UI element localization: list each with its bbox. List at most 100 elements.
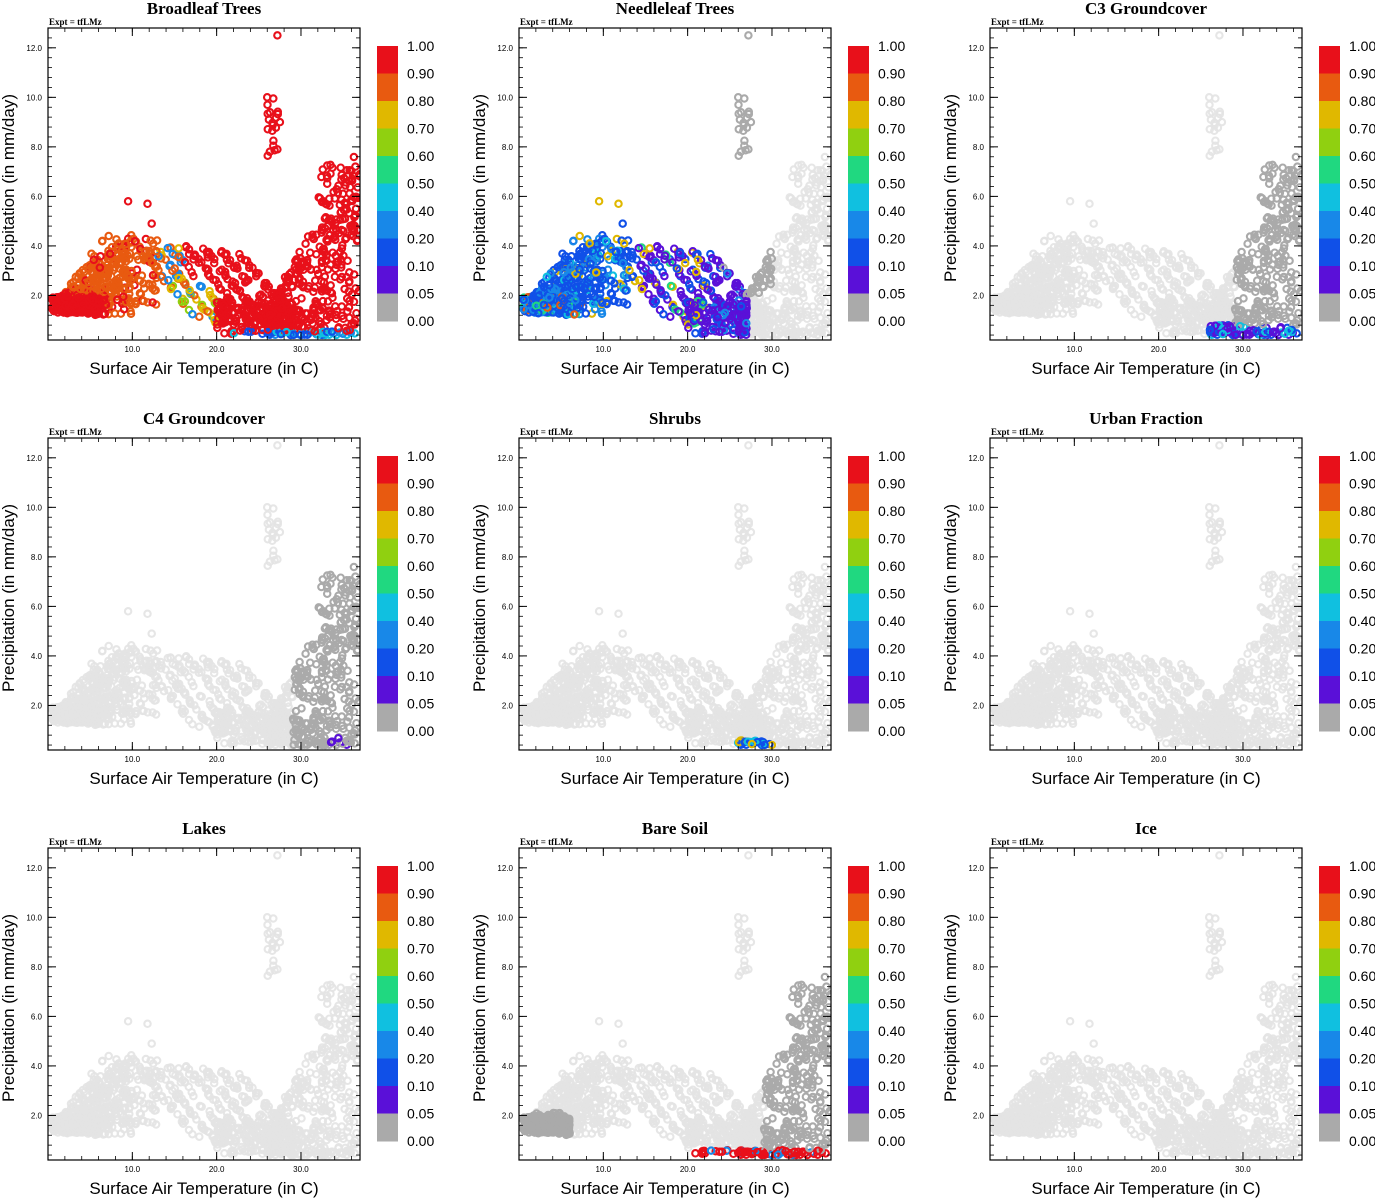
data-point — [601, 237, 611, 246]
data-point — [1130, 309, 1139, 319]
data-point — [346, 221, 356, 231]
data-point — [1280, 215, 1290, 224]
data-point — [1066, 284, 1076, 294]
data-point — [560, 255, 570, 265]
data-point — [1178, 306, 1188, 315]
data-point — [131, 299, 140, 308]
data-point — [576, 249, 586, 259]
data-point — [561, 304, 571, 314]
data-point — [1279, 244, 1289, 253]
data-point — [1038, 252, 1047, 261]
y-tick-label: 12.0 — [497, 44, 513, 53]
data-point — [339, 226, 348, 236]
data-point — [289, 330, 298, 340]
data-point — [1148, 290, 1157, 300]
data-point — [1278, 163, 1287, 172]
y-tick-label: 2.0 — [973, 291, 985, 300]
colorbar-swatch — [1319, 183, 1340, 212]
expt-label: Expt = tfLMz — [49, 17, 102, 27]
data-point — [1186, 327, 1195, 336]
data-point — [623, 246, 632, 256]
data-point — [351, 204, 360, 214]
data-point — [699, 277, 708, 286]
data-point — [181, 280, 190, 290]
colorbar-label: 1.00 — [407, 38, 434, 54]
data-point — [248, 263, 257, 272]
data-point — [1155, 323, 1164, 333]
data-point — [265, 302, 275, 311]
data-point — [1090, 239, 1100, 248]
data-point — [96, 252, 105, 261]
data-point — [1205, 100, 1214, 110]
data-point — [590, 292, 599, 302]
data-point — [1061, 292, 1070, 302]
data-point — [174, 273, 184, 283]
data-point — [1270, 293, 1279, 303]
data-point — [229, 262, 239, 271]
data-point — [1161, 301, 1171, 310]
data-point — [273, 31, 282, 40]
data-point — [318, 244, 328, 254]
data-point — [1296, 286, 1302, 296]
data-point — [619, 298, 628, 307]
colorbar-swatch — [848, 266, 869, 294]
data-point — [797, 169, 806, 178]
data-point — [692, 271, 701, 281]
data-point — [801, 302, 811, 311]
data-point — [534, 309, 543, 318]
data-point — [1278, 275, 1287, 284]
data-point — [1235, 321, 1245, 331]
panel-title: C4 Groundcover — [143, 409, 265, 428]
data-point — [1115, 290, 1124, 299]
data-point — [1206, 115, 1216, 124]
data-point — [337, 244, 347, 253]
y-tick-label: 6.0 — [31, 192, 43, 201]
data-point — [135, 276, 145, 285]
expt-label: Expt = tfLMz — [49, 427, 102, 437]
data-point — [1062, 268, 1072, 277]
data-point — [117, 246, 127, 256]
data-point — [1269, 327, 1279, 336]
data-point — [823, 236, 831, 246]
data-point — [772, 239, 781, 248]
data-point — [1016, 293, 1025, 302]
colorbar-swatch — [848, 73, 869, 102]
data-point — [1211, 136, 1220, 145]
data-point — [1131, 251, 1141, 261]
colorbar-swatch — [848, 46, 869, 74]
data-point — [1157, 284, 1166, 293]
data-point — [817, 221, 827, 231]
data-point — [1200, 300, 1209, 309]
data-point — [761, 262, 771, 272]
data-point — [660, 251, 670, 261]
data-point — [309, 287, 318, 297]
data-point — [337, 175, 346, 184]
data-point — [350, 212, 359, 222]
data-point — [1212, 146, 1221, 155]
data-point — [95, 263, 105, 272]
data-point — [798, 288, 808, 298]
data-point — [180, 297, 190, 306]
data-point — [1182, 278, 1192, 287]
data-point — [666, 281, 676, 291]
data-point — [1293, 204, 1302, 214]
data-point — [148, 298, 157, 307]
data-point — [1005, 309, 1014, 318]
data-point — [1065, 197, 1075, 206]
data-point — [578, 272, 587, 281]
data-point — [570, 310, 579, 319]
data-point — [1056, 259, 1066, 268]
data-point — [336, 275, 345, 284]
data-point — [1273, 251, 1283, 261]
data-point — [119, 292, 128, 302]
data-point — [645, 244, 654, 253]
data-point — [686, 309, 695, 318]
colorbar-swatch — [848, 156, 869, 184]
data-point — [321, 213, 331, 222]
data-point — [808, 244, 818, 253]
y-axis-label: Precipitation (in mm/day) — [470, 94, 489, 282]
data-point — [1280, 189, 1290, 199]
data-point — [592, 254, 602, 263]
data-point — [1077, 276, 1087, 285]
